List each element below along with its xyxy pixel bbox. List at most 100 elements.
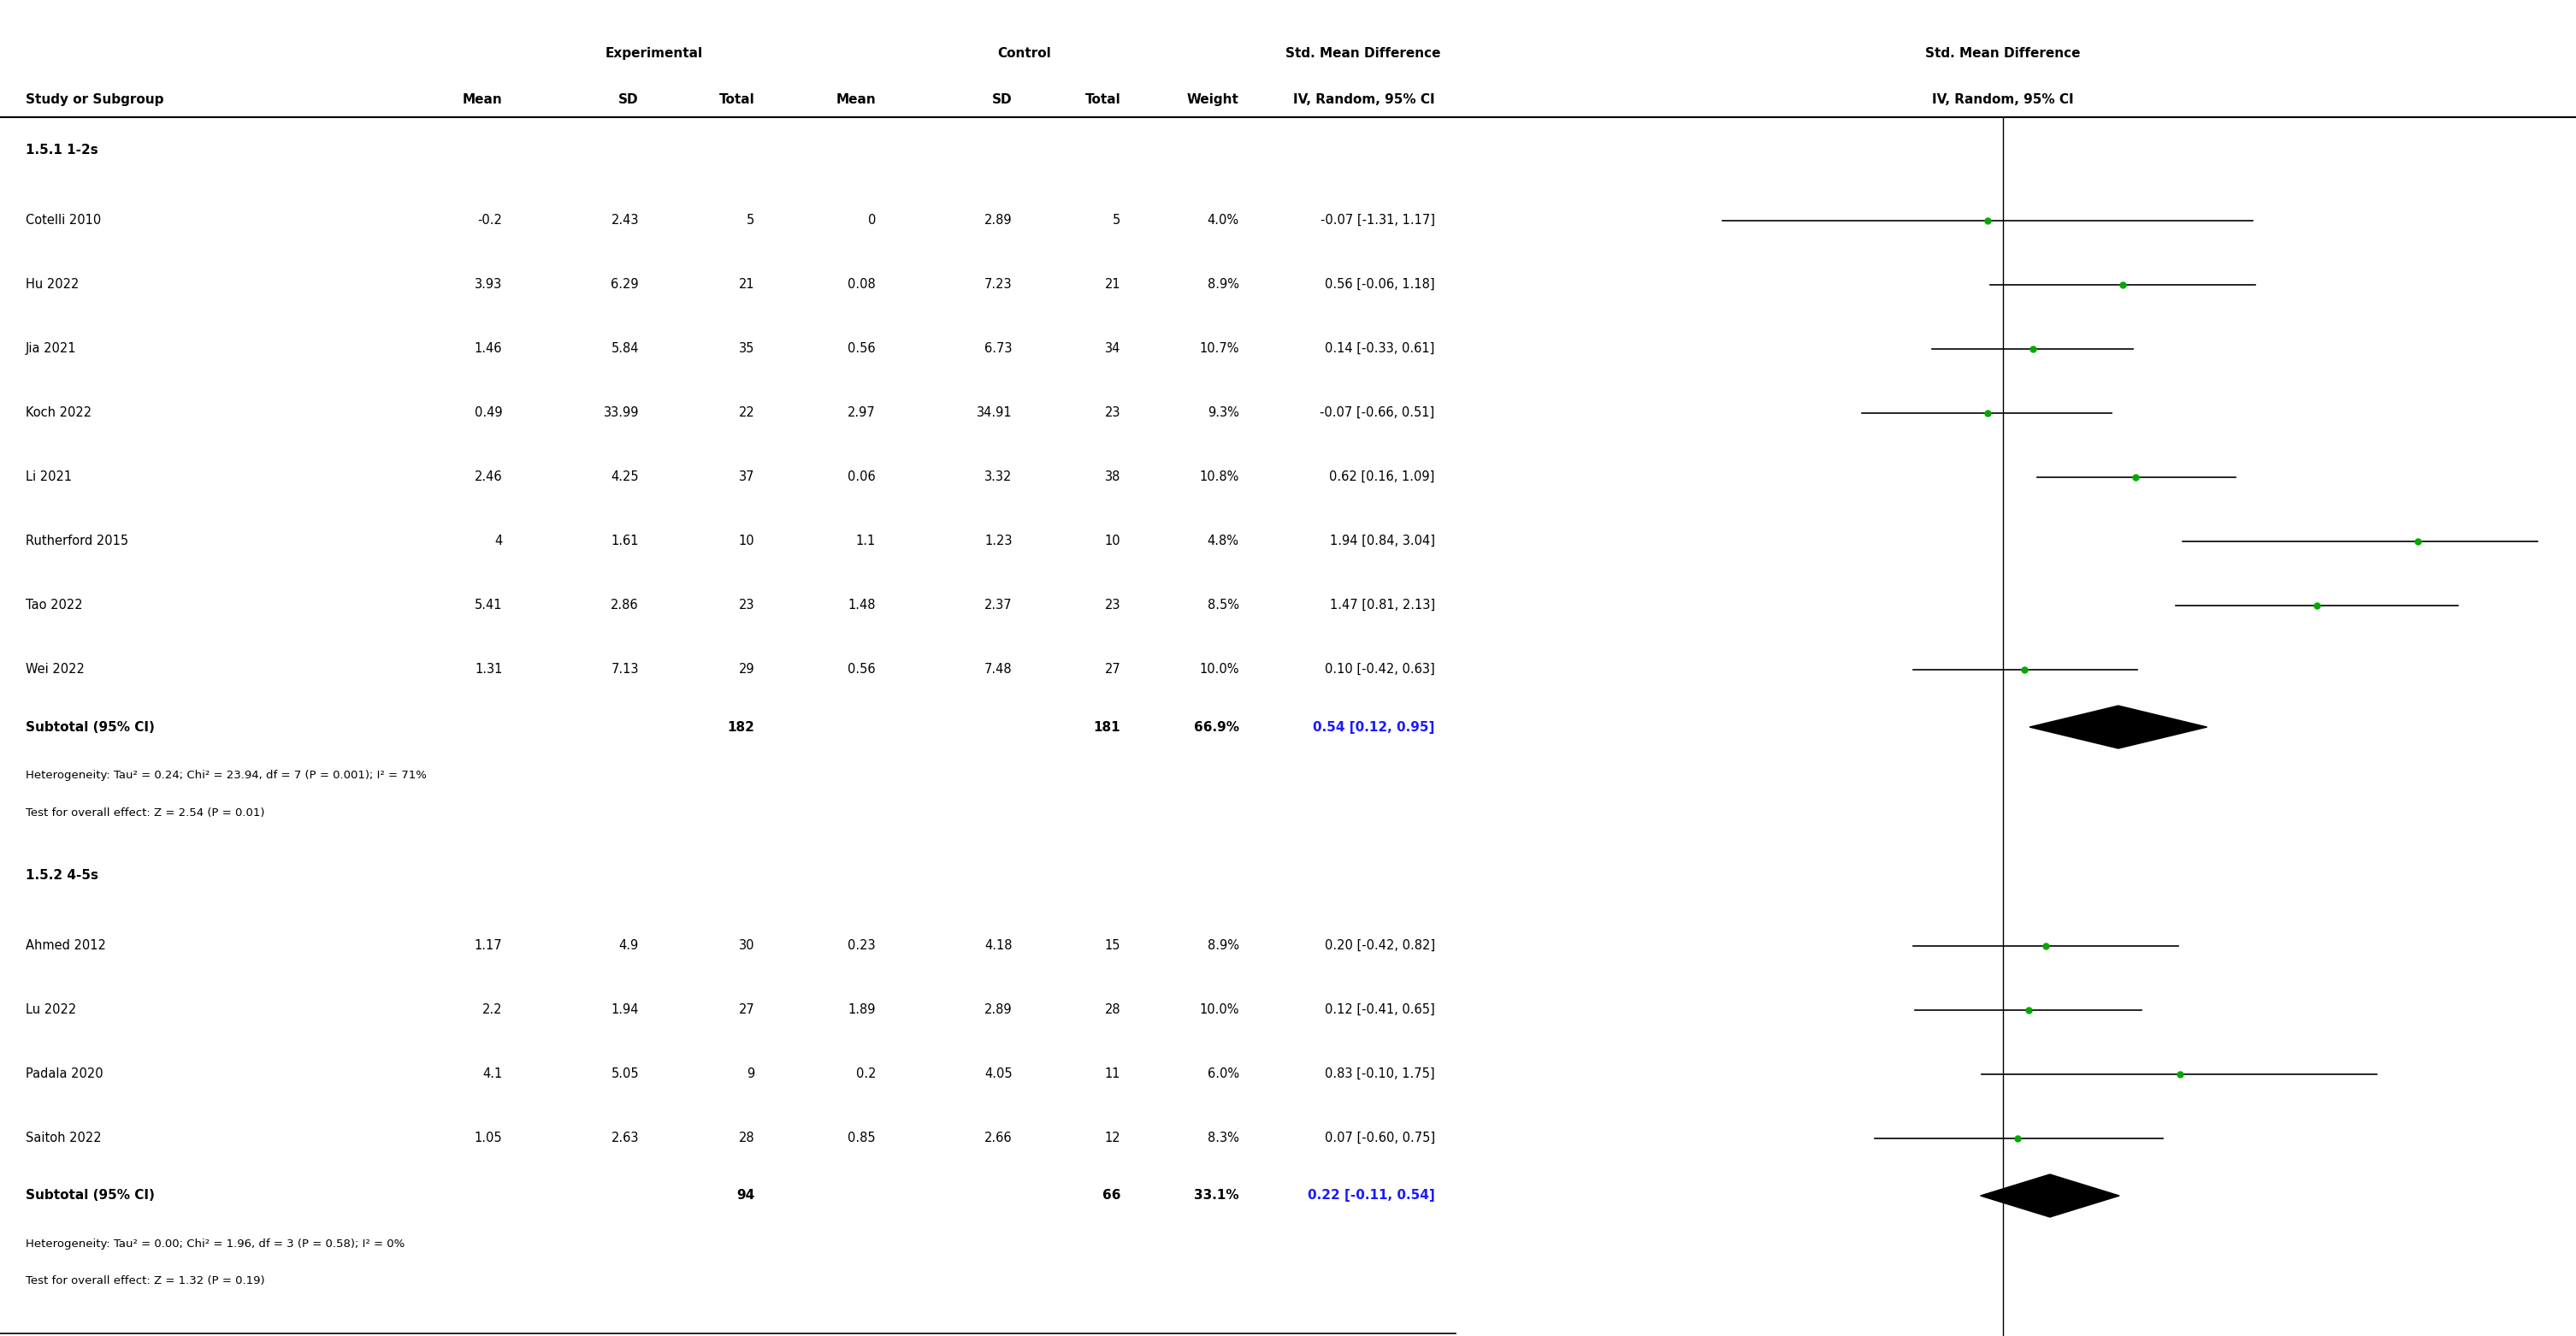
Text: Mean: Mean xyxy=(835,94,876,107)
Text: 4.8%: 4.8% xyxy=(1208,534,1239,548)
Text: Subtotal (95% CI): Subtotal (95% CI) xyxy=(26,1189,155,1202)
Text: 0.06: 0.06 xyxy=(848,470,876,484)
Text: 11: 11 xyxy=(1105,1067,1121,1081)
Text: Heterogeneity: Tau² = 0.00; Chi² = 1.96, df = 3 (P = 0.58); I² = 0%: Heterogeneity: Tau² = 0.00; Chi² = 1.96,… xyxy=(26,1238,404,1249)
Text: 27: 27 xyxy=(739,1003,755,1017)
Text: 2.97: 2.97 xyxy=(848,406,876,420)
Text: 0.23: 0.23 xyxy=(848,939,876,953)
Text: Ahmed 2012: Ahmed 2012 xyxy=(26,939,106,953)
Text: 8.9%: 8.9% xyxy=(1208,939,1239,953)
Polygon shape xyxy=(1981,1174,2120,1217)
Text: 0.54 [0.12, 0.95]: 0.54 [0.12, 0.95] xyxy=(1314,720,1435,733)
Text: 21: 21 xyxy=(1105,278,1121,291)
Text: Li 2021: Li 2021 xyxy=(26,470,72,484)
Text: 22: 22 xyxy=(739,406,755,420)
Text: 1.5.2 4-5s: 1.5.2 4-5s xyxy=(26,868,98,882)
Text: 94: 94 xyxy=(737,1189,755,1202)
Text: 6.73: 6.73 xyxy=(984,342,1012,355)
Text: 181: 181 xyxy=(1095,720,1121,733)
Text: 1.48: 1.48 xyxy=(848,599,876,612)
Text: 0.56: 0.56 xyxy=(848,342,876,355)
Text: 5.05: 5.05 xyxy=(611,1067,639,1081)
Text: 35: 35 xyxy=(739,342,755,355)
Text: 37: 37 xyxy=(739,470,755,484)
Text: SD: SD xyxy=(992,94,1012,107)
Text: 28: 28 xyxy=(1105,1003,1121,1017)
Text: Padala 2020: Padala 2020 xyxy=(26,1067,103,1081)
Text: 5.41: 5.41 xyxy=(474,599,502,612)
Text: IV, Random, 95% CI: IV, Random, 95% CI xyxy=(1293,94,1435,107)
Text: 0.10 [-0.42, 0.63]: 0.10 [-0.42, 0.63] xyxy=(1324,663,1435,676)
Text: 3.93: 3.93 xyxy=(474,278,502,291)
Text: 0.62 [0.16, 1.09]: 0.62 [0.16, 1.09] xyxy=(1329,470,1435,484)
Text: Cotelli 2010: Cotelli 2010 xyxy=(26,214,100,227)
Text: 2.43: 2.43 xyxy=(611,214,639,227)
Text: Koch 2022: Koch 2022 xyxy=(26,406,93,420)
Text: 0.56 [-0.06, 1.18]: 0.56 [-0.06, 1.18] xyxy=(1324,278,1435,291)
Text: 8.3%: 8.3% xyxy=(1208,1132,1239,1145)
Text: 21: 21 xyxy=(739,278,755,291)
Text: 66: 66 xyxy=(1103,1189,1121,1202)
Text: 23: 23 xyxy=(1105,406,1121,420)
Text: 15: 15 xyxy=(1105,939,1121,953)
Text: 1.89: 1.89 xyxy=(848,1003,876,1017)
Text: 0.07 [-0.60, 0.75]: 0.07 [-0.60, 0.75] xyxy=(1324,1132,1435,1145)
Text: 9: 9 xyxy=(747,1067,755,1081)
Text: 0.22 [-0.11, 0.54]: 0.22 [-0.11, 0.54] xyxy=(1309,1189,1435,1202)
Text: 7.23: 7.23 xyxy=(984,278,1012,291)
Text: 1.5.1 1-2s: 1.5.1 1-2s xyxy=(26,143,98,156)
Text: 38: 38 xyxy=(1105,470,1121,484)
Text: 10: 10 xyxy=(1105,534,1121,548)
Text: 30: 30 xyxy=(739,939,755,953)
Text: 9.3%: 9.3% xyxy=(1208,406,1239,420)
Text: 1.46: 1.46 xyxy=(474,342,502,355)
Text: 2.89: 2.89 xyxy=(984,214,1012,227)
Text: Test for overall effect: Z = 1.32 (P = 0.19): Test for overall effect: Z = 1.32 (P = 0… xyxy=(26,1276,265,1287)
Text: Std. Mean Difference: Std. Mean Difference xyxy=(1285,47,1440,60)
Text: 1.94 [0.84, 3.04]: 1.94 [0.84, 3.04] xyxy=(1329,534,1435,548)
Text: 8.9%: 8.9% xyxy=(1208,278,1239,291)
Text: 34: 34 xyxy=(1105,342,1121,355)
Text: 182: 182 xyxy=(726,720,755,733)
Text: 2.46: 2.46 xyxy=(474,470,502,484)
Text: 0.56: 0.56 xyxy=(848,663,876,676)
Text: 8.5%: 8.5% xyxy=(1208,599,1239,612)
Text: 33.99: 33.99 xyxy=(603,406,639,420)
Text: 1.23: 1.23 xyxy=(984,534,1012,548)
Text: 6.0%: 6.0% xyxy=(1208,1067,1239,1081)
Text: 4.25: 4.25 xyxy=(611,470,639,484)
Text: 3.32: 3.32 xyxy=(984,470,1012,484)
Text: Hu 2022: Hu 2022 xyxy=(26,278,80,291)
Text: 33.1%: 33.1% xyxy=(1195,1189,1239,1202)
Text: 1.05: 1.05 xyxy=(474,1132,502,1145)
Text: Saitoh 2022: Saitoh 2022 xyxy=(26,1132,100,1145)
Text: 4.18: 4.18 xyxy=(984,939,1012,953)
Text: 1.61: 1.61 xyxy=(611,534,639,548)
Text: 0.2: 0.2 xyxy=(855,1067,876,1081)
Text: -0.07 [-0.66, 0.51]: -0.07 [-0.66, 0.51] xyxy=(1319,406,1435,420)
Text: 1.47 [0.81, 2.13]: 1.47 [0.81, 2.13] xyxy=(1329,599,1435,612)
Text: 0.85: 0.85 xyxy=(848,1132,876,1145)
Text: 5.84: 5.84 xyxy=(611,342,639,355)
Text: 10.0%: 10.0% xyxy=(1200,1003,1239,1017)
Text: Std. Mean Difference: Std. Mean Difference xyxy=(1924,47,2081,60)
Text: 66.9%: 66.9% xyxy=(1193,720,1239,733)
Text: Wei 2022: Wei 2022 xyxy=(26,663,85,676)
Polygon shape xyxy=(2030,705,2208,748)
Text: 2.66: 2.66 xyxy=(984,1132,1012,1145)
Text: 0.83 [-0.10, 1.75]: 0.83 [-0.10, 1.75] xyxy=(1324,1067,1435,1081)
Text: Weight: Weight xyxy=(1188,94,1239,107)
Text: 10.7%: 10.7% xyxy=(1200,342,1239,355)
Text: 4.1: 4.1 xyxy=(482,1067,502,1081)
Text: 12: 12 xyxy=(1105,1132,1121,1145)
Text: 7.48: 7.48 xyxy=(984,663,1012,676)
Text: 28: 28 xyxy=(739,1132,755,1145)
Text: 4.0%: 4.0% xyxy=(1208,214,1239,227)
Text: 10: 10 xyxy=(739,534,755,548)
Text: 4.05: 4.05 xyxy=(984,1067,1012,1081)
Text: 2.89: 2.89 xyxy=(984,1003,1012,1017)
Text: 1.17: 1.17 xyxy=(474,939,502,953)
Text: 0.20 [-0.42, 0.82]: 0.20 [-0.42, 0.82] xyxy=(1324,939,1435,953)
Text: Study or Subgroup: Study or Subgroup xyxy=(26,94,165,107)
Text: 0.14 [-0.33, 0.61]: 0.14 [-0.33, 0.61] xyxy=(1324,342,1435,355)
